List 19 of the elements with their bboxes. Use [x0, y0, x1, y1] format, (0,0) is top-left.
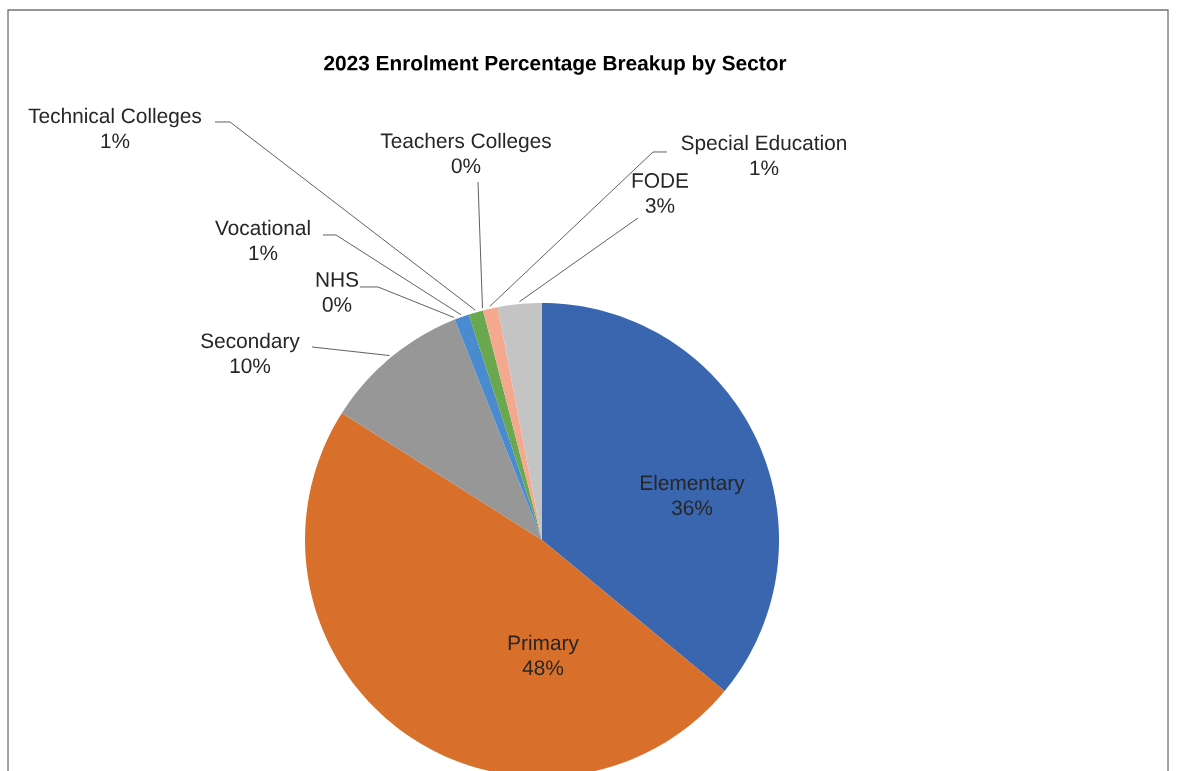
chart-title: 2023 Enrolment Percentage Breakup by Sector: [324, 55, 787, 75]
slice-label: Primary: [508, 634, 579, 655]
data-label: 36%: [671, 500, 713, 516]
slice-label: Elementary: [641, 474, 745, 495]
data-label: 1%: [101, 133, 130, 149]
slice-label: FODE: [632, 173, 689, 188]
slice-label: Vocational: [215, 219, 310, 236]
text: 0%: [322, 297, 352, 312]
slice-label: Technical Colleges: [28, 107, 202, 128]
data-label: 10%: [230, 358, 271, 374]
data-label: 3%: [645, 198, 675, 213]
category-label: Teachers Colleges: [380, 132, 551, 153]
data-label: 1%: [750, 160, 779, 176]
text: 0%: [451, 158, 481, 174]
data-label: 48%: [522, 660, 564, 676]
data-label: 1%: [249, 245, 278, 261]
slice-label: Secondary: [201, 332, 300, 353]
slice-label: Special Education: [681, 134, 846, 155]
category-label: NHS: [316, 272, 359, 287]
